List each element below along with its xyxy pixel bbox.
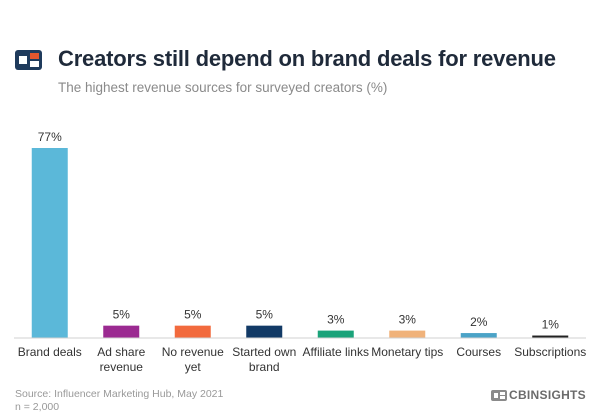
category-label-3-line-0: Started own bbox=[232, 345, 296, 359]
category-label-3-line-1: brand bbox=[249, 360, 280, 374]
bar-5 bbox=[389, 330, 426, 338]
value-label-0: 77% bbox=[38, 130, 62, 144]
category-label-2-line-0: No revenue bbox=[162, 345, 224, 359]
category-label-2-line-1: yet bbox=[185, 360, 202, 374]
bar-3 bbox=[246, 325, 283, 338]
category-label-1-line-0: Ad share bbox=[97, 345, 145, 359]
category-label-7-line-0: Subscriptions bbox=[514, 345, 586, 359]
chart-subtitle: The highest revenue sources for surveyed… bbox=[58, 80, 388, 95]
chart-title: Creators still depend on brand deals for… bbox=[58, 46, 556, 71]
value-label-2: 5% bbox=[184, 308, 202, 322]
category-label-4-line-0: Affiliate links bbox=[303, 345, 369, 359]
sample-size: n = 2,000 bbox=[15, 401, 60, 413]
brand-text: CBINSIGHTS bbox=[508, 388, 586, 402]
category-label-5: Monetary tips bbox=[371, 345, 443, 359]
source-note: Source: Influencer Marketing Hub, May 20… bbox=[15, 388, 223, 414]
category-label-3: Started own brand bbox=[232, 345, 296, 374]
category-label-4: Affiliate links bbox=[303, 345, 369, 359]
value-label-3: 5% bbox=[256, 308, 274, 322]
category-label-6: Courses bbox=[456, 345, 501, 359]
cb-insights-logo-icon bbox=[15, 50, 42, 70]
category-label-0: Brand deals bbox=[18, 345, 82, 359]
category-label-6-line-0: Courses bbox=[456, 345, 501, 359]
cb-mark-icon bbox=[490, 389, 507, 401]
bar-0 bbox=[31, 148, 68, 338]
brand-logo: CBINSIGHTS bbox=[490, 388, 586, 402]
value-label-5: 3% bbox=[399, 313, 417, 327]
category-label-1: Ad share revenue bbox=[97, 345, 145, 374]
category-label-7: Subscriptions bbox=[514, 345, 586, 359]
bar-7 bbox=[532, 335, 569, 338]
category-label-5-line-0: Monetary tips bbox=[371, 345, 443, 359]
source-text: Source: Influencer Marketing Hub, May 20… bbox=[15, 388, 224, 400]
bar-4 bbox=[317, 330, 354, 338]
bar-6 bbox=[460, 333, 497, 338]
bar-1 bbox=[103, 325, 140, 338]
bar-2 bbox=[174, 325, 211, 338]
category-label-1-line-1: revenue bbox=[100, 360, 144, 374]
value-label-7: 1% bbox=[542, 318, 560, 332]
value-label-1: 5% bbox=[113, 308, 131, 322]
category-label-0-line-0: Brand deals bbox=[18, 345, 82, 359]
value-label-6: 2% bbox=[470, 315, 488, 329]
category-label-2: No revenue yet bbox=[162, 345, 224, 374]
value-label-4: 3% bbox=[327, 313, 345, 327]
